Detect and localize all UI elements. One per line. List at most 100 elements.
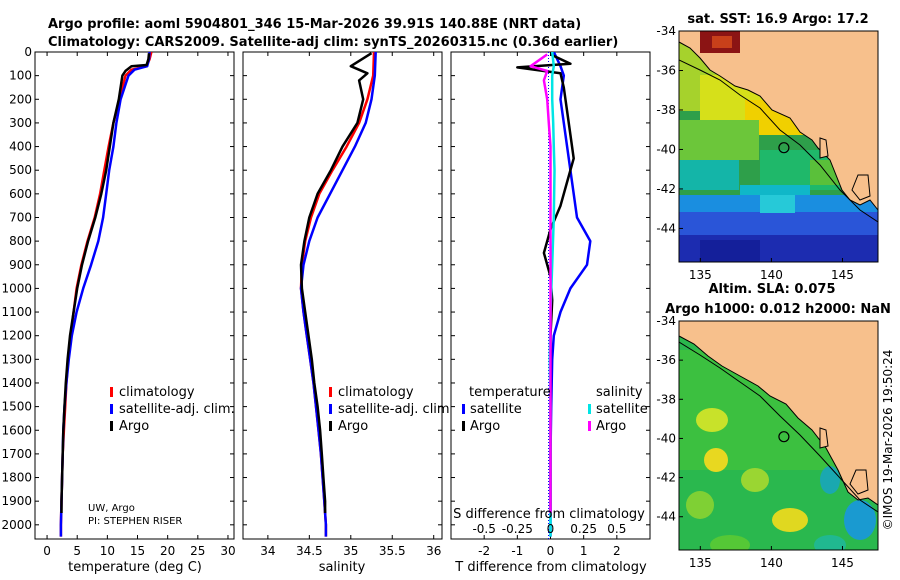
salinity-legend: climatology satellite-adj. clim. Argo [329, 385, 454, 434]
source-label: UW, Argo [88, 503, 135, 514]
s-difference-tick-label: 0 [547, 522, 555, 536]
map-y-tick-label: -38 [656, 392, 676, 406]
depth-tick-label: 400 [9, 140, 32, 154]
map-y-tick-label: -42 [656, 182, 676, 196]
figure-title-line1: Argo profile: aoml 5904801_346 15-Mar-20… [48, 17, 581, 32]
depth-tick-label: 1000 [1, 281, 32, 295]
temperature-legend: climatology satellite-adj. clim. Argo [110, 385, 235, 434]
legend-sal-satellite: satellite [596, 402, 648, 417]
sla-map-title-line2: Argo h1000: 0.012 h2000: NaN [665, 302, 891, 317]
depth-tick-label: 900 [9, 258, 32, 272]
difference-lines [516, 52, 592, 537]
temperature-lines [59, 52, 153, 537]
figure-title-line2: Climatology: CARS2009. Satellite-adj cli… [48, 35, 618, 50]
legend-swatch-argo [110, 421, 113, 431]
legend-swatch-satellite [110, 404, 113, 414]
x-tick-label: -1 [511, 544, 523, 558]
legend-temp-argo: Argo [470, 419, 500, 434]
s-difference-tick-label: 0.25 [570, 522, 597, 536]
argo-location-marker [778, 431, 790, 443]
legend-swatch-temp-argo [462, 421, 465, 431]
depth-tick-label: 1800 [1, 471, 32, 485]
depth-ticks: 0 100 200 300 400 500 600 700 800 900 1000 1100 1200… [1, 45, 234, 532]
legend-header-salinity: salinity [596, 385, 643, 400]
sla-map-panel: Altim. SLA: 0.075 Argo h1000: 0.012 h200… [656, 282, 890, 570]
map-x-tick-label: 140 [760, 556, 783, 570]
pi-label: PI: STEPHEN RISER [88, 516, 182, 527]
s-difference-ticks: -0.5 -0.25 0 0.25 0.5 [472, 522, 626, 536]
s-difference-tick-label: -0.25 [502, 522, 533, 536]
difference-legend: temperature salinity satellite Argo sate… [462, 385, 648, 434]
depth-tick-label: 700 [9, 210, 32, 224]
depth-tick-label: 200 [9, 92, 32, 106]
depth-tick-label: 100 [9, 69, 32, 83]
depth-tick-label: 1700 [1, 447, 32, 461]
x-tick-label: 10 [100, 544, 115, 558]
sst-map-ticks: 135 140 145 -34 -36 -38 -40 -42 -44 [656, 24, 854, 282]
map-y-tick-label: -34 [656, 24, 676, 38]
map-y-tick-label: -38 [656, 103, 676, 117]
x-tick-label: 5 [73, 544, 81, 558]
difference-x-ticks: -2 -1 0 1 2 [478, 52, 621, 558]
depth-tick-label: 1300 [1, 352, 32, 366]
map-y-tick-label: -36 [656, 63, 676, 77]
x-tick-label: -2 [478, 544, 490, 558]
temperature-axes [34, 51, 235, 540]
x-tick-label: 2 [613, 544, 621, 558]
series-line-salinity-argo [529, 53, 552, 513]
map-x-tick-label: 135 [689, 268, 712, 282]
legend-satellite: satellite-adj. clim. [338, 402, 454, 417]
t-difference-xlabel: T difference from climatology [454, 560, 647, 575]
x-tick-label: 30 [220, 544, 235, 558]
sst-map-frame [678, 30, 879, 263]
s-difference-tick-label: -0.5 [472, 522, 495, 536]
sla-map-title-line1: Altim. SLA: 0.075 [709, 282, 836, 297]
legend-temp-satellite: satellite [470, 402, 522, 417]
x-tick-label: 0 [547, 544, 555, 558]
map-x-tick-label: 145 [831, 556, 854, 570]
salinity-xlabel: salinity [319, 560, 366, 575]
map-y-tick-label: -36 [656, 353, 676, 367]
difference-panel: -2 -1 0 1 2 temperature salinity satellite A… [450, 51, 651, 575]
legend-swatch-temp-satellite [462, 404, 465, 414]
depth-tick-label: 800 [9, 234, 32, 248]
salinity-axes [242, 51, 443, 540]
legend-sal-argo: Argo [596, 419, 626, 434]
depth-tick-label: 1500 [1, 400, 32, 414]
legend-argo: Argo [119, 419, 149, 434]
legend-swatch-satellite [329, 404, 332, 414]
map-x-tick-label: 140 [760, 268, 783, 282]
sla-map-ticks: 135 140 145 -34 -36 -38 -40 -42 -44 [656, 314, 854, 570]
series-line-argo [299, 52, 373, 513]
temperature-xlabel: temperature (deg C) [68, 560, 202, 575]
depth-tick-label: 1900 [1, 494, 32, 508]
legend-argo: Argo [338, 419, 368, 434]
map-x-tick-label: 145 [831, 268, 854, 282]
legend-climatology: climatology [119, 385, 195, 400]
salinity-x-ticks: 34 34.5 35 35.5 36 [260, 52, 441, 558]
s-difference-label: S difference from climatology [453, 507, 645, 522]
temperature-x-ticks: 0 5 10 15 20 25 30 [43, 52, 236, 558]
x-tick-label: 1 [580, 544, 588, 558]
legend-swatch-sal-argo [588, 421, 591, 431]
s-difference-tick-label: 0.5 [607, 522, 626, 536]
depth-tick-label: 300 [9, 116, 32, 130]
depth-tick-label: 600 [9, 187, 32, 201]
map-y-tick-label: -40 [656, 431, 676, 445]
legend-climatology: climatology [338, 385, 414, 400]
map-y-tick-label: -34 [656, 314, 676, 328]
map-y-tick-label: -44 [656, 510, 676, 524]
x-tick-label: 35.5 [379, 544, 406, 558]
legend-swatch-climatology [329, 387, 332, 397]
depth-tick-label: 500 [9, 163, 32, 177]
legend-swatch-argo [329, 421, 332, 431]
legend-swatch-sal-satellite [588, 404, 591, 414]
map-x-tick-label: 135 [689, 556, 712, 570]
map-y-tick-label: -42 [656, 471, 676, 485]
salinity-panel: 34 34.5 35 35.5 36 salinity climatology sate… [242, 51, 454, 575]
depth-tick-label: 0 [24, 45, 32, 59]
depth-tick-label: 1600 [1, 423, 32, 437]
depth-tick-label: 1400 [1, 376, 32, 390]
salinity-y-tickmarks [243, 51, 442, 526]
depth-tick-label: 1200 [1, 329, 32, 343]
